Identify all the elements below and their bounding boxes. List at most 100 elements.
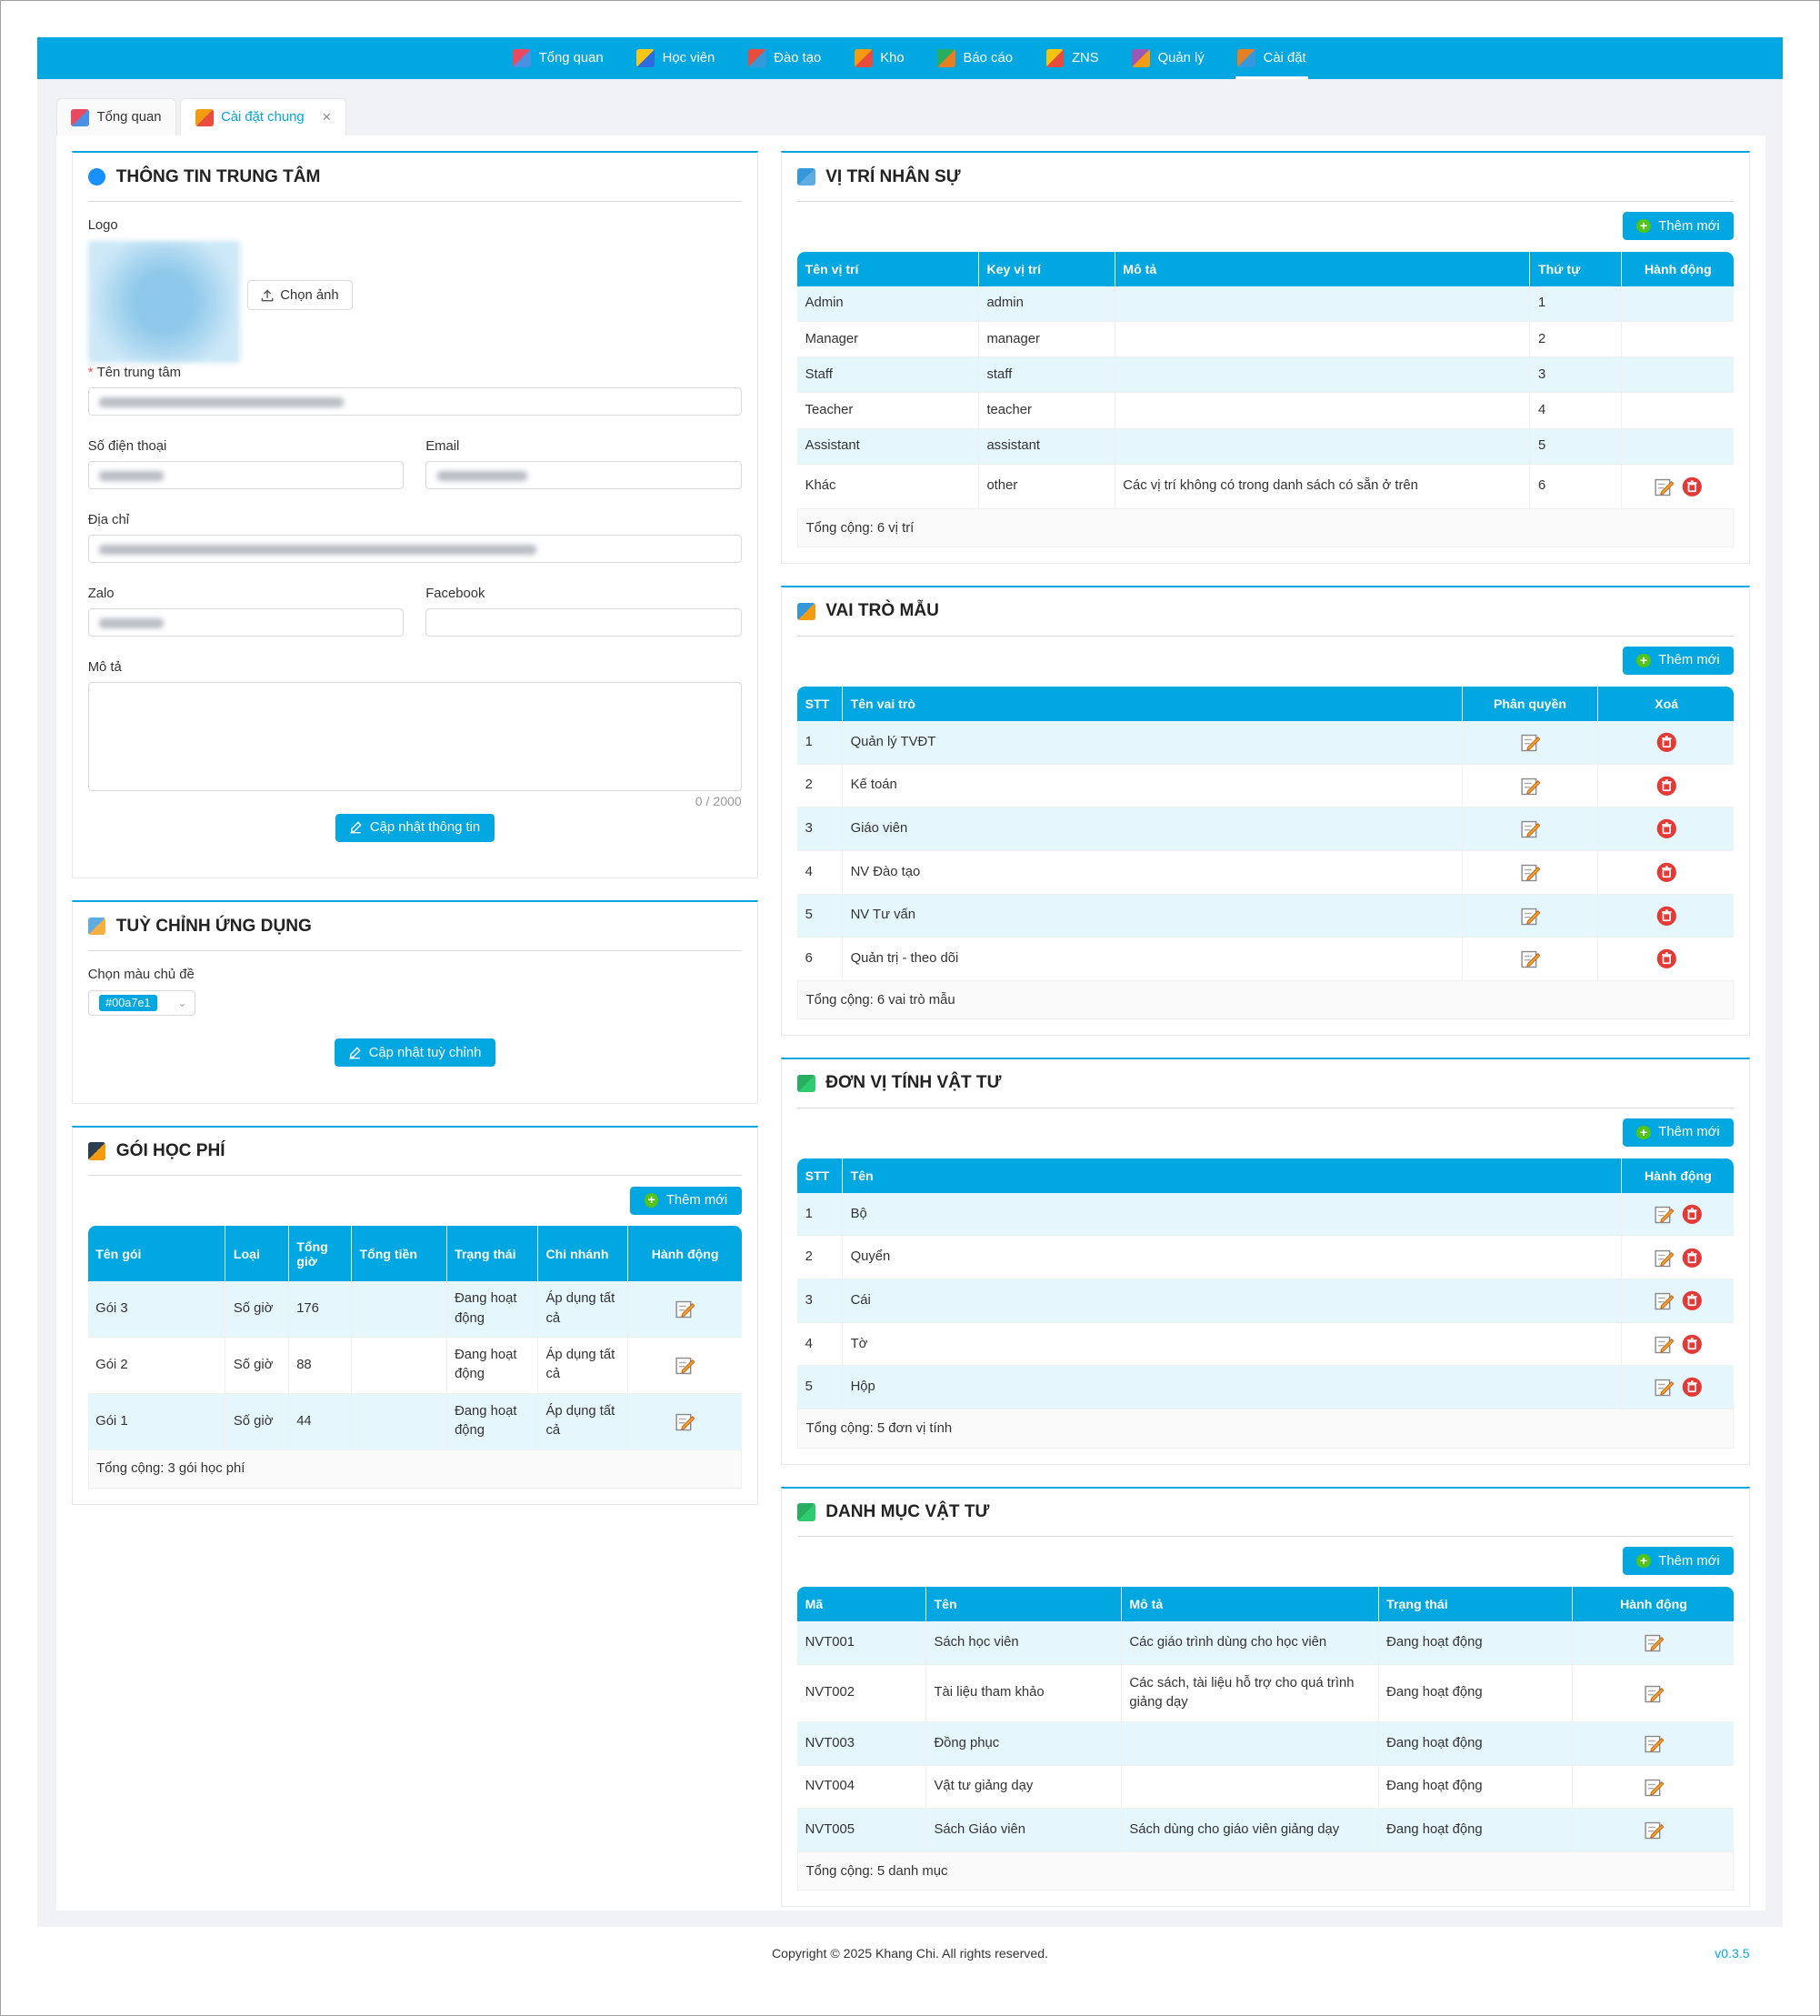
add-button[interactable]: + Thêm mới [1622,1547,1735,1576]
table-row: 2 Kế toán [797,764,1735,808]
action-icons [675,1355,695,1376]
nav-item[interactable]: Cài đặt [1235,37,1309,80]
text-input[interactable] [87,461,405,490]
upload-button[interactable]: Chọn ảnh [246,280,353,311]
edit-button[interactable] [675,1355,695,1376]
delete-button[interactable] [1682,1248,1703,1269]
edit-button[interactable] [1520,862,1541,883]
edit-button[interactable] [1520,948,1541,969]
button-label: Cập nhật tuỳ chỉnh [368,1045,482,1060]
column-header: Trạng thái [446,1226,538,1282]
table-cell: Sách Giáo viên [925,1808,1122,1852]
text-input[interactable] [87,608,405,637]
text-input[interactable] [425,461,742,490]
nav-item[interactable]: Đào tạo [745,37,824,80]
button-label: Thêm mới [1658,1125,1720,1140]
delete-button[interactable] [1682,1377,1703,1398]
edit-button[interactable] [1644,1632,1665,1653]
cell-text: NVT003 [805,1735,855,1750]
edit-button[interactable] [675,1411,695,1432]
table-cell: 1 [1529,286,1622,323]
table-cell: 3 [797,807,844,851]
table-total: Tổng cộng: 6 vai trò mẫu [797,980,1735,1020]
cell-text: Giáo viên [850,820,908,836]
submit-button[interactable]: Cập nhật tuỳ chỉnh [334,1038,495,1068]
edit-button[interactable] [1654,1204,1675,1225]
table-cell: Sách dùng cho giáo viên giảng dạy [1121,1808,1379,1852]
edit-button[interactable] [1644,1820,1665,1840]
delete-button[interactable] [1656,776,1677,797]
delete-button[interactable] [1656,732,1677,753]
delete-button[interactable] [1656,818,1677,839]
table-cell: manager [978,321,1115,358]
text-input[interactable] [87,387,742,416]
table-cell [1597,937,1735,981]
text-input[interactable] [425,608,742,637]
edit-button[interactable] [1520,776,1541,797]
cell-text: 2 [1537,331,1546,346]
text-input[interactable] [87,535,742,564]
add-button[interactable]: + Thêm mới [1622,1118,1735,1147]
delete-button[interactable] [1682,1290,1703,1311]
submit-button[interactable]: Cập nhật thông tin [335,813,495,842]
edit-button[interactable] [1644,1777,1665,1798]
nav-item[interactable]: Học viên [635,37,718,80]
edit-button[interactable] [1644,1733,1665,1754]
delete-button[interactable] [1682,1204,1703,1225]
edit-button[interactable] [1654,1377,1675,1398]
action-icons [1656,862,1677,883]
textarea[interactable] [87,682,742,792]
edit-button[interactable] [1654,1248,1675,1269]
edit-button[interactable] [1654,476,1675,497]
tab[interactable]: Cài đặt chung × [180,98,346,136]
header-row: Tên gói Loại Tổng giờ Tổng tiền Trạng thái Ch… [87,1226,742,1282]
content-panel: THÔNG TIN TRUNG TÂM Logo Chọn ảnh * Tên trun… [55,135,1766,1911]
card-title-text: GÓI HỌC PHÍ [115,1141,225,1161]
cell-text: Quyển [850,1249,891,1265]
cell-text: Manager [805,331,859,346]
table-cell [1115,321,1531,358]
delete-button[interactable] [1682,1334,1703,1355]
column-header: STT [797,1158,844,1193]
table-row: NVT001 Sách học viên Các giáo trình dùng c… [797,1621,1735,1665]
add-button[interactable]: + Thêm mới [1622,646,1735,675]
nav-item[interactable]: Báo cáo [935,37,1015,80]
add-button[interactable]: + Thêm mới [630,1186,742,1215]
main-area: Tổng quan Cài đặt chung × THÔNG TIN TRUNG … [36,79,1783,1927]
field: Email [425,416,742,490]
tab[interactable]: Tổng quan [55,98,177,136]
cell-text: Áp dụng tất cả [545,1291,615,1326]
cell-text: Số giờ [233,1300,274,1316]
table-cell: Quản lý TVĐT [842,720,1463,765]
nav-item[interactable]: Kho [852,37,906,80]
edit-button[interactable] [1520,818,1541,839]
add-button[interactable]: + Thêm mới [1622,211,1735,241]
table-cell: Các vị trí không có trong danh sách có s… [1115,464,1531,509]
delete-button[interactable] [1656,948,1677,969]
table-cell [1621,1322,1735,1367]
edit-button[interactable] [1654,1334,1675,1355]
edit-button[interactable] [675,1299,695,1319]
cell-text: Cái [850,1292,871,1308]
delete-button[interactable] [1656,862,1677,883]
edit-button[interactable] [1520,906,1541,927]
nav-item[interactable]: Quản lý [1130,37,1207,80]
field-label: Địa chỉ [87,512,130,527]
table-row: Assistant assistant 5 [797,428,1735,465]
cell-text: NVT002 [805,1685,855,1700]
table-cell: Khác [797,464,979,509]
cell-text: Số giờ [233,1413,274,1429]
nav-item[interactable]: Tổng quan [511,37,606,80]
delete-button[interactable] [1682,476,1703,497]
edit-button[interactable] [1520,732,1541,753]
table-row: Gói 3 Số giờ 176 Đang hoạt động Áp dụng tất … [87,1281,742,1338]
nav-item[interactable]: ZNS [1044,37,1102,80]
cell-text: 1 [1537,296,1546,311]
edit-button[interactable] [1654,1290,1675,1311]
color-select[interactable]: #00a7e1 ⌄ [87,989,196,1016]
edit-button[interactable] [1644,1683,1665,1704]
close-tab[interactable]: × [322,108,332,126]
field-label: Email [425,438,460,454]
delete-button[interactable] [1656,906,1677,927]
